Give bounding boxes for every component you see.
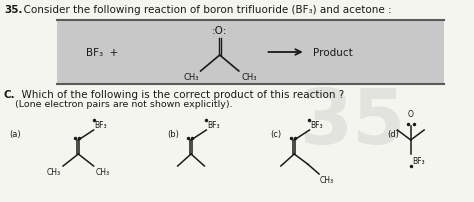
Text: (Lone electron pairs are not shown explicitly).: (Lone electron pairs are not shown expli… bbox=[15, 100, 233, 108]
Text: CH₃: CH₃ bbox=[96, 167, 109, 176]
Text: 35: 35 bbox=[300, 86, 407, 159]
Bar bbox=[57, 21, 444, 85]
Text: Consider the following reaction of boron trifluoride (BF₃) and acetone :: Consider the following reaction of boron… bbox=[17, 5, 392, 15]
Text: (c): (c) bbox=[270, 130, 282, 139]
Text: :O:: :O: bbox=[212, 26, 228, 36]
Text: (a): (a) bbox=[9, 130, 21, 139]
Text: BF₃: BF₃ bbox=[207, 120, 220, 129]
Text: BF₃: BF₃ bbox=[413, 156, 425, 165]
Text: CH₃: CH₃ bbox=[47, 167, 61, 176]
Text: (d): (d) bbox=[387, 130, 399, 139]
Text: CH₃: CH₃ bbox=[242, 73, 257, 82]
Text: O: O bbox=[408, 109, 414, 118]
Text: Product: Product bbox=[313, 48, 353, 58]
Text: CH₃: CH₃ bbox=[183, 73, 199, 82]
Text: (b): (b) bbox=[167, 130, 179, 139]
Text: BF₃: BF₃ bbox=[95, 120, 107, 129]
Text: BF₃  +: BF₃ + bbox=[86, 48, 118, 58]
Text: 35.: 35. bbox=[4, 5, 22, 15]
Text: Which of the following is the correct product of this reaction ?: Which of the following is the correct pr… bbox=[15, 89, 345, 100]
Text: C.: C. bbox=[4, 89, 16, 100]
Text: CH₃: CH₃ bbox=[320, 175, 334, 184]
Text: BF₃: BF₃ bbox=[310, 120, 323, 129]
